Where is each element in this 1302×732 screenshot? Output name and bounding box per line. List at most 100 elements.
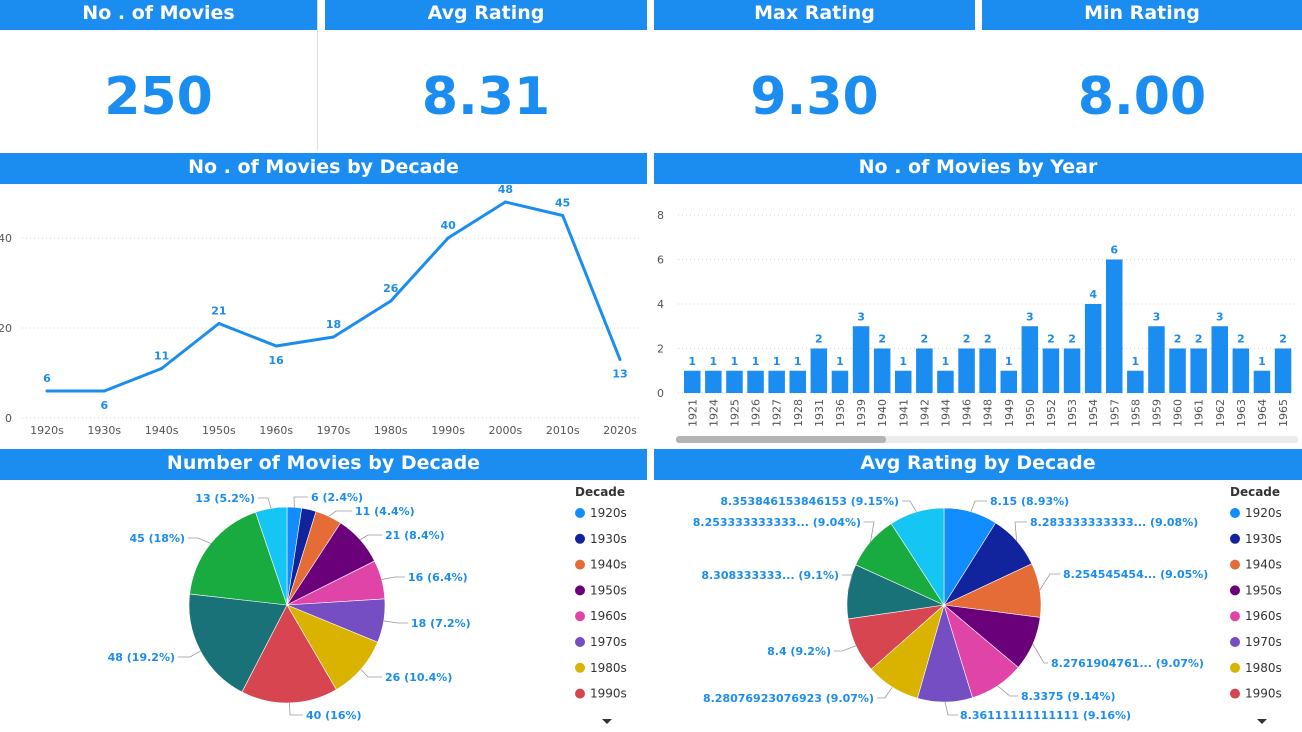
chart-title: No . of Movies by Year xyxy=(654,153,1302,184)
line-chart: 0 20 40 6 1920s 6 1930s 11 1940s 21 1950s 16 1960s 18… xyxy=(0,183,640,437)
pie-chart-count: 6 (2.4%)11 (4.4%) 21 (8.4%) 16 (6.4%) 18 (7… xyxy=(108,485,627,724)
slice-label: 40 (16%) xyxy=(306,709,362,722)
series-line xyxy=(47,200,622,393)
leader-line xyxy=(359,534,382,541)
legend-scroll-down-icon[interactable] xyxy=(1257,719,1267,724)
leader-line xyxy=(178,650,201,658)
leader-line xyxy=(289,702,303,716)
slice-label: 8.283333333333... (9.08%) xyxy=(1030,516,1198,529)
leader-line xyxy=(1039,573,1060,591)
y-tick-label: 0 xyxy=(657,387,664,400)
legend-item: 1970s xyxy=(1245,635,1282,649)
data-label: 1 xyxy=(688,355,696,368)
bar xyxy=(1106,259,1123,393)
x-tick-label: 1953 xyxy=(1066,399,1079,427)
x-tick-label: 1963 xyxy=(1235,399,1248,427)
bar xyxy=(768,370,785,393)
bar xyxy=(1084,304,1102,393)
leader-line xyxy=(188,537,211,544)
line-chart-panel: No . of Movies by Decade 0 20 40 6 1920s 6 193… xyxy=(0,153,647,446)
bar xyxy=(1042,348,1060,393)
kpi-value: 8.00 xyxy=(1077,67,1207,127)
slice-label: 6 (2.4%) xyxy=(311,491,363,504)
kpi-title: Avg Rating xyxy=(325,0,647,30)
data-point xyxy=(217,322,221,325)
bar xyxy=(705,370,722,393)
data-label: 40 xyxy=(440,219,456,232)
legend-item: 1960s xyxy=(1245,609,1282,623)
slice-label: 8.353846153846153 (9.15%) xyxy=(720,495,899,508)
x-tick-label: 1941 xyxy=(897,399,910,427)
bar xyxy=(895,370,912,393)
y-tick-label: 8 xyxy=(657,209,664,222)
x-tick-label: 1952 xyxy=(1045,399,1058,427)
y-tick-label: 6 xyxy=(657,254,664,267)
pie-slice xyxy=(189,511,288,606)
leader-line xyxy=(834,645,857,652)
legend-marker xyxy=(1230,662,1240,673)
data-label: 1 xyxy=(773,355,781,368)
legend-marker xyxy=(1230,688,1240,699)
kpi-title: No . of Movies xyxy=(0,0,317,30)
legend-item: 1950s xyxy=(1245,583,1282,597)
data-label: 1 xyxy=(1132,355,1140,368)
data-label: 4 xyxy=(1089,288,1097,301)
bar xyxy=(831,370,849,393)
leader-line xyxy=(1032,643,1048,664)
data-label: 16 xyxy=(269,354,285,367)
scrollbar-thumb[interactable] xyxy=(676,436,886,443)
bar xyxy=(979,348,996,393)
slice-label: 8.253333333333... (9.04%) xyxy=(693,516,861,529)
bar xyxy=(810,348,828,393)
data-label: 2 xyxy=(815,333,823,346)
bar xyxy=(684,370,701,393)
x-tick-label: 1960 xyxy=(1172,399,1185,427)
legend-title: Decade xyxy=(575,485,625,499)
legend-scroll-down-icon[interactable] xyxy=(602,719,612,724)
legend-item: 1980s xyxy=(590,661,627,675)
x-tick-label: 1964 xyxy=(1256,399,1269,427)
x-tick-label: 1970s xyxy=(317,424,351,437)
legend-item: 1920s xyxy=(1245,506,1282,520)
data-label: 1 xyxy=(899,355,907,368)
leader-line xyxy=(970,500,987,512)
data-label: 3 xyxy=(1153,310,1161,323)
leader-line xyxy=(258,497,272,509)
x-tick-label: 1958 xyxy=(1129,399,1142,427)
bar xyxy=(1000,370,1017,393)
leader-line xyxy=(944,701,958,716)
chart-title: No . of Movies by Decade xyxy=(0,153,647,184)
x-tick-label: 1940 xyxy=(876,399,889,427)
legend-marker xyxy=(575,559,585,570)
bar xyxy=(1274,348,1292,393)
data-label: 3 xyxy=(1026,310,1034,323)
bar xyxy=(1127,370,1144,393)
x-tick-label: 1925 xyxy=(728,399,741,427)
pie-slice xyxy=(890,507,945,607)
data-point xyxy=(446,236,450,240)
slice-label: 8.15 (8.93%) xyxy=(990,495,1069,508)
data-label: 2 xyxy=(1279,333,1287,346)
slice-label: 18 (7.2%) xyxy=(411,617,471,630)
data-label: 1 xyxy=(710,355,718,368)
legend-marker xyxy=(1230,559,1240,570)
slice-label: 8.308333333... (9.1%) xyxy=(701,569,839,582)
data-label: 3 xyxy=(857,310,865,323)
data-label: 1 xyxy=(794,355,802,368)
bar xyxy=(852,326,870,393)
legend-marker xyxy=(575,688,585,699)
slice-label: 26 (10.4%) xyxy=(385,671,452,684)
legend-item: 1920s xyxy=(590,506,627,520)
x-tick-label: 1980s xyxy=(374,424,408,437)
leader-line xyxy=(877,686,893,699)
leader-line xyxy=(864,521,875,542)
leader-line xyxy=(383,620,408,624)
leader-line xyxy=(328,510,352,517)
slice-label: 8.36111111111111 (9.16%) xyxy=(960,709,1131,722)
data-label: 6 xyxy=(43,372,51,385)
leader-line xyxy=(1014,521,1027,541)
bar xyxy=(726,370,743,393)
legend-marker xyxy=(575,637,585,647)
y-tick-label: 0 xyxy=(5,412,12,425)
bar-chart: 0 2 4 6 8 1 1921 1 1924 1 1925 1 1926 1 1927 1 1928 2 1931… xyxy=(657,209,1298,443)
